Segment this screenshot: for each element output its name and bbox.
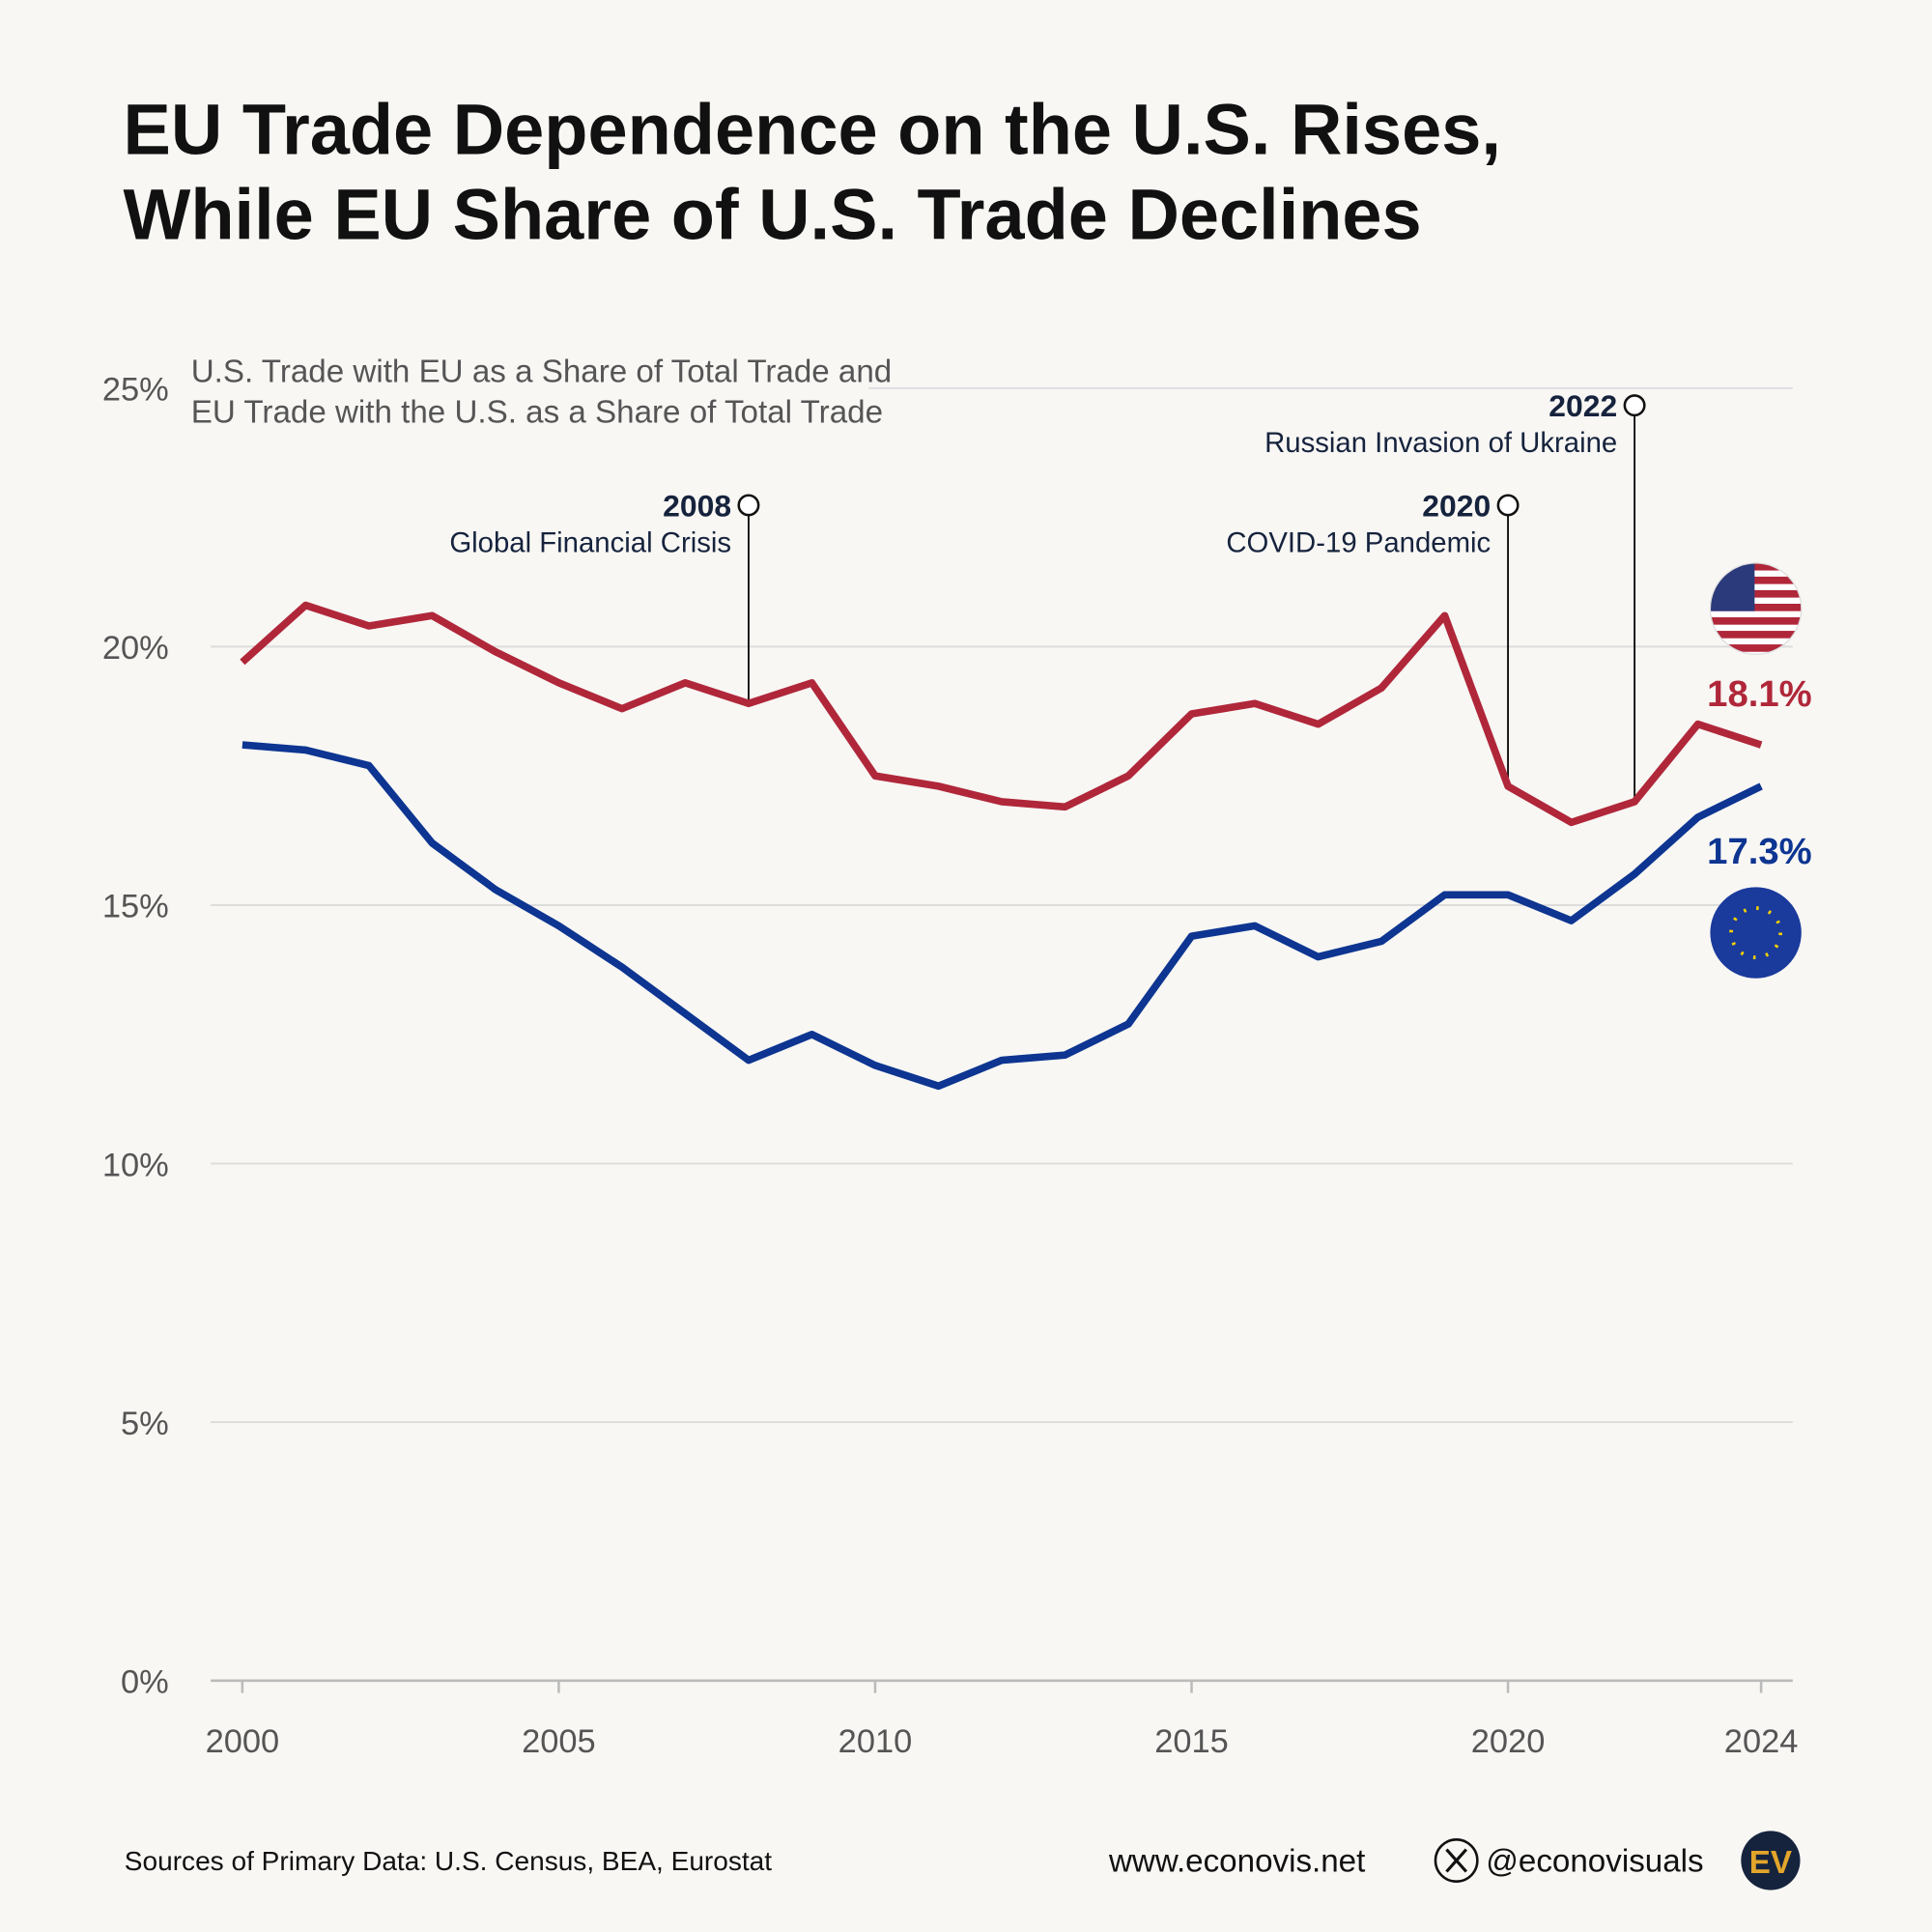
y-tick-label: 5%	[121, 1406, 169, 1442]
x-tick-label: 2000	[206, 1723, 280, 1760]
annotation-marker	[1623, 394, 1646, 417]
chart-title: While EU Share of U.S. Trade Declines	[124, 174, 1422, 254]
annotation-year: 2020	[1422, 488, 1491, 523]
website: www.econovis.net	[1108, 1843, 1365, 1879]
annotation-label: COVID-19 Pandemic	[1226, 526, 1491, 558]
annotation-label: Russian Invasion of Ukraine	[1264, 427, 1617, 459]
y-tick-label: 20%	[102, 630, 169, 667]
annotation-year: 2022	[1548, 388, 1617, 423]
x-tick-label: 2015	[1154, 1723, 1229, 1760]
series-line	[240, 601, 1763, 827]
logo: EV	[1749, 1845, 1792, 1881]
us-flag	[1710, 562, 1802, 655]
subtitle: U.S. Trade with EU as a Share of Total T…	[191, 354, 893, 389]
end-label: 18.1%	[1707, 673, 1811, 715]
annotation-marker	[737, 494, 760, 517]
y-tick-label: 0%	[121, 1664, 169, 1701]
chart-title: EU Trade Dependence on the U.S. Rises,	[124, 89, 1501, 169]
y-tick-label: 10%	[102, 1147, 169, 1183]
subtitle-backdrop	[185, 345, 869, 432]
annotation-year: 2008	[663, 488, 731, 523]
handle: @econovisuals	[1486, 1843, 1703, 1879]
x-tick-label: 2024	[1724, 1723, 1799, 1760]
y-tick-label: 15%	[102, 889, 169, 925]
x-tick-label: 2010	[838, 1723, 913, 1760]
x-tick-label: 2005	[522, 1723, 596, 1760]
logo-badge	[1741, 1831, 1801, 1890]
subtitle: EU Trade with the U.S. as a Share of Tot…	[191, 394, 883, 430]
source: Sources of Primary Data: U.S. Census, BE…	[125, 1846, 772, 1876]
annotation-label: Global Financial Crisis	[449, 526, 731, 558]
x-tick-label: 2020	[1471, 1723, 1546, 1760]
eu-flag	[1710, 887, 1802, 979]
x-icon	[1434, 1838, 1479, 1883]
x-icon-mark	[1445, 1848, 1468, 1873]
annotation-marker	[1496, 494, 1520, 517]
us-flag-border	[1709, 562, 1803, 655]
y-tick-label: 25%	[102, 372, 169, 409]
series-line	[242, 741, 1763, 1091]
end-label: 17.3%	[1707, 831, 1811, 872]
